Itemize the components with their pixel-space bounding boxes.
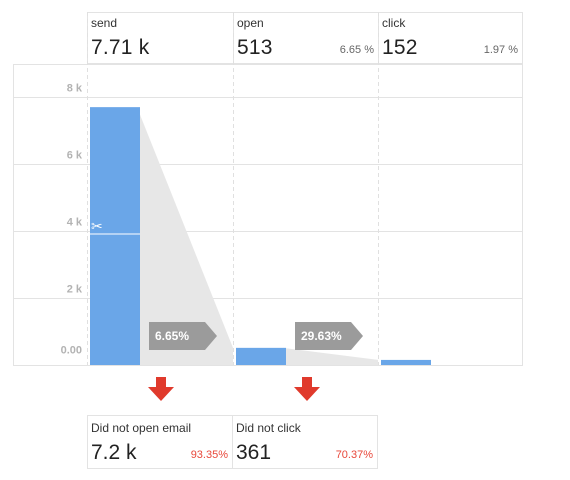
dropoff-percent: 93.35% [190, 449, 228, 461]
stage-header-open: open 513 6.65 % [233, 12, 378, 64]
y-tick-label: 8 k [67, 83, 83, 95]
stage-count: 7.71 k [91, 36, 150, 59]
bar-click [381, 359, 431, 365]
arrow-down-icon [294, 377, 320, 401]
stage-header-click: click 152 1.97 % [378, 12, 523, 64]
bar-send [90, 107, 140, 365]
conversion-rate-label: 6.65% [155, 329, 189, 343]
stage-percent: 1.97 % [483, 44, 518, 56]
stage-header-send: send 7.71 k [87, 12, 233, 64]
dropoff-label: Did not open email [91, 421, 192, 435]
conversion-rate-badge [149, 322, 217, 350]
stage-name: open [237, 16, 264, 30]
bar-open [236, 347, 286, 365]
dropoff-box-not-clicked: Did not click 361 70.37% [233, 415, 378, 469]
dropoff-count: 7.2 k [91, 441, 137, 464]
stage-count: 513 [237, 36, 273, 59]
y-tick-label: 6 k [67, 150, 83, 162]
dropoff-percent: 70.37% [335, 449, 373, 461]
funnel-chart: 0.00 2 k 4 k 6 k 8 k ✂ 6.65% 29.63% [13, 12, 523, 401]
plot-frame [13, 64, 523, 366]
dropoff-box-not-opened: Did not open email 7.2 k 93.35% [87, 415, 233, 469]
stage-percent: 6.65 % [339, 44, 374, 56]
scissors-icon: ✂ [91, 219, 103, 235]
conversion-rate-badge [295, 322, 363, 350]
conversion-rate-label: 29.63% [301, 329, 342, 343]
y-tick-label: 4 k [67, 217, 83, 229]
stage-name: click [382, 16, 406, 30]
dropoff-label: Did not click [236, 421, 301, 435]
stage-name: send [91, 16, 118, 30]
y-tick-label: 0.00 [61, 345, 82, 357]
stage-count: 152 [382, 36, 418, 59]
arrow-down-icon [148, 377, 174, 401]
dropoff-count: 361 [236, 441, 272, 464]
funnel-shade [137, 107, 233, 365]
funnel-shade [283, 347, 378, 365]
y-tick-label: 2 k [67, 284, 83, 296]
